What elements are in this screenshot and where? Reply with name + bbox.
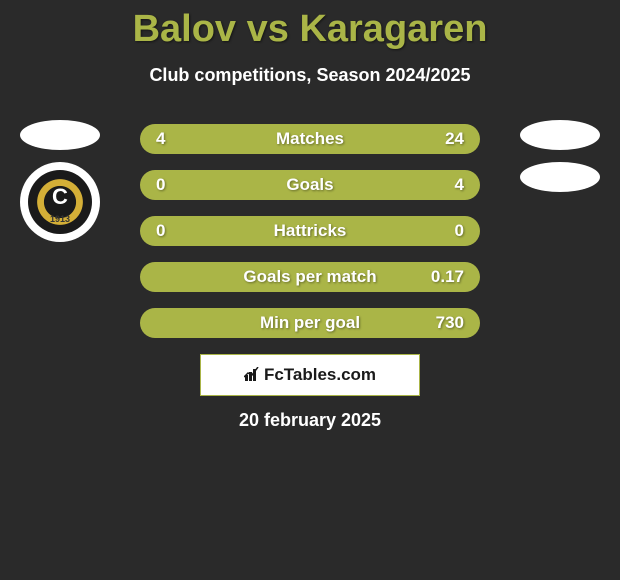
date-footer: 20 february 2025 xyxy=(0,410,620,431)
stat-row-matches: 4 Matches 24 xyxy=(140,124,480,154)
stat-row-goals-per-match: Goals per match 0.17 xyxy=(140,262,480,292)
stat-value-right: 24 xyxy=(445,129,464,149)
stat-value-right: 0.17 xyxy=(431,267,464,287)
left-badge-column: C 1913 xyxy=(20,120,100,242)
player-badge-left xyxy=(20,120,100,150)
stat-label: Min per goal xyxy=(260,313,360,333)
page-subtitle: Club competitions, Season 2024/2025 xyxy=(0,65,620,86)
stat-label: Goals xyxy=(286,175,333,195)
page-title: Balov vs Karagaren xyxy=(0,0,620,51)
stat-value-left: 4 xyxy=(156,129,165,149)
stat-value-right: 4 xyxy=(455,175,464,195)
chart-icon xyxy=(244,367,260,384)
source-label: FcTables.com xyxy=(264,365,376,385)
stat-value-right: 730 xyxy=(436,313,464,333)
stat-row-goals: 0 Goals 4 xyxy=(140,170,480,200)
club-logo-letter: C xyxy=(52,184,68,210)
stat-value-right: 0 xyxy=(455,221,464,241)
player-badge-right-2 xyxy=(520,162,600,192)
source-attribution[interactable]: FcTables.com xyxy=(200,354,420,396)
stat-label: Hattricks xyxy=(274,221,347,241)
stat-row-hattricks: 0 Hattricks 0 xyxy=(140,216,480,246)
club-logo-year: 1913 xyxy=(50,214,70,224)
player-badge-right-1 xyxy=(520,120,600,150)
stats-container: 4 Matches 24 0 Goals 4 0 Hattricks 0 Goa… xyxy=(140,124,480,354)
stat-label: Goals per match xyxy=(243,267,376,287)
stat-value-left: 0 xyxy=(156,175,165,195)
club-logo-left: C 1913 xyxy=(20,162,100,242)
right-badge-column xyxy=(520,120,600,204)
stat-value-left: 0 xyxy=(156,221,165,241)
stat-row-min-per-goal: Min per goal 730 xyxy=(140,308,480,338)
stat-label: Matches xyxy=(276,129,344,149)
